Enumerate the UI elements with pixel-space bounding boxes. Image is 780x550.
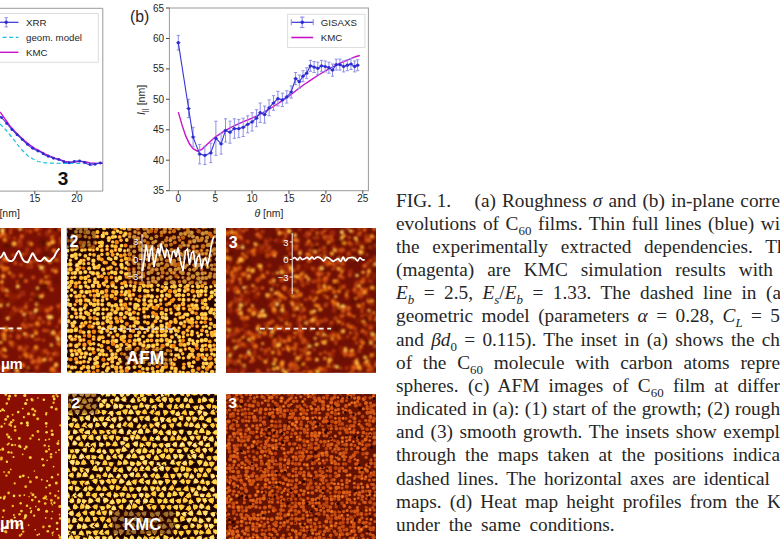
svg-text:2: 2 (72, 394, 81, 411)
svg-text:3: 3 (229, 234, 238, 251)
svg-text:−3: −3 (278, 272, 289, 283)
svg-text:KMC: KMC (124, 515, 162, 533)
svg-text:−3: −3 (127, 271, 138, 282)
svg-text:0: 0 (283, 254, 288, 265)
svg-text:3: 3 (133, 236, 138, 247)
svg-text:3: 3 (283, 237, 288, 248)
svg-text:3: 3 (229, 394, 238, 411)
svg-text:2: 2 (70, 233, 79, 250)
svg-text:μm: μm (1, 356, 23, 372)
svg-text:AFM: AFM (127, 348, 165, 368)
svg-text:μm: μm (0, 515, 24, 532)
svg-text:0: 0 (133, 254, 138, 265)
